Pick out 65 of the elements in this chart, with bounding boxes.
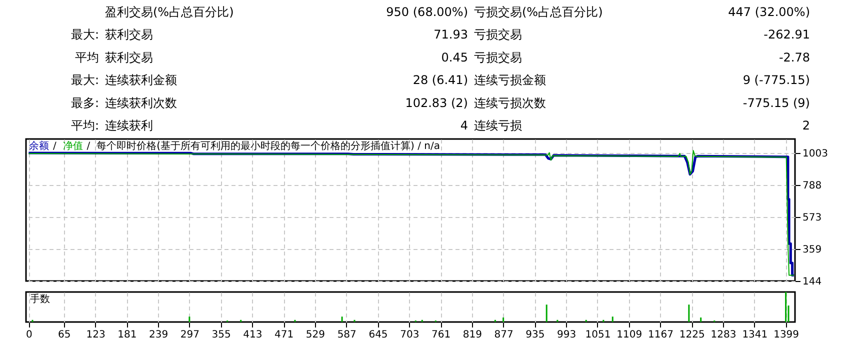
x-tick-label: 819 xyxy=(462,330,482,340)
x-tick-label: 761 xyxy=(431,330,451,340)
x-tick-label: 413 xyxy=(243,330,262,340)
text: 获利交易 xyxy=(105,50,153,64)
y-tick-label: 788 xyxy=(802,180,822,192)
x-tick-label: 645 xyxy=(368,330,388,340)
x-tick-label: 587 xyxy=(337,330,356,340)
text: 447 (32.00%) xyxy=(728,5,810,19)
series-label: 余额 xyxy=(29,140,49,152)
y-axis-title: 手数 xyxy=(30,293,50,305)
x-tick-label: 123 xyxy=(86,330,106,340)
text: 最多: xyxy=(70,96,99,110)
y-tick-label: 1003 xyxy=(802,148,828,160)
text: 盈利交易(%占总百分比) xyxy=(105,5,234,19)
x-tick-label: 0 xyxy=(26,330,32,340)
text: 平均: xyxy=(70,118,99,132)
text: 28 (6.41) xyxy=(412,73,468,88)
x-tick-label: 993 xyxy=(557,330,576,340)
text: 连续获利 xyxy=(105,118,153,132)
x-tick-label: 1283 xyxy=(710,330,736,340)
text: 连续亏损金额 xyxy=(474,73,546,88)
text: -2.78 xyxy=(778,50,810,64)
x-tick-label: 297 xyxy=(180,330,200,340)
text: -775.15 (9) xyxy=(742,96,810,110)
x-tick-label: 1341 xyxy=(742,330,768,340)
y-tick-label: 359 xyxy=(802,244,822,256)
annotation: / xyxy=(86,141,91,152)
text: 连续获利金额 xyxy=(105,73,177,88)
x-tick-label: 1225 xyxy=(679,330,705,340)
text: 最大: xyxy=(70,28,99,42)
text: 平均 xyxy=(75,50,99,64)
x-tick-label: 355 xyxy=(212,330,231,340)
text: 亏损交易(%占总百分比) xyxy=(474,5,603,19)
text: 亏损交易 xyxy=(474,50,522,64)
annotation: / xyxy=(53,141,57,152)
x-tick-label: 471 xyxy=(274,330,294,340)
text: 连续亏损次数 xyxy=(474,96,546,110)
y-tick-label: 573 xyxy=(802,212,822,224)
text: -262.91 xyxy=(764,28,810,42)
text: 4 xyxy=(460,118,468,132)
text: 亏损交易 xyxy=(474,28,522,42)
x-tick-label: 1399 xyxy=(774,330,800,340)
text: 获利交易 xyxy=(105,28,153,42)
x-tick-label: 703 xyxy=(400,330,420,340)
x-tick-label: 1051 xyxy=(585,330,611,340)
text: 9 (-775.15) xyxy=(742,73,810,88)
x-tick-label: 239 xyxy=(149,330,168,340)
x-tick-label: 529 xyxy=(306,330,326,340)
text: 950 (68.00%) xyxy=(386,5,468,19)
x-tick-label: 65 xyxy=(58,330,71,340)
x-tick-label: 1109 xyxy=(616,330,642,340)
x-tick-label: 181 xyxy=(118,330,137,340)
x-tick-label: 1167 xyxy=(648,330,674,340)
x-tick-label: 877 xyxy=(494,330,514,340)
text: 0.45 xyxy=(441,50,468,64)
text: 连续亏损 xyxy=(474,118,522,132)
series-label: 净值 xyxy=(62,140,83,152)
text: 102.83 (2) xyxy=(405,96,468,110)
chart-subtitle: 每个即时价格(基于所有可利用的最小时段的每一个价格的分形插值计算) / n/a xyxy=(96,140,440,152)
text: 2 xyxy=(802,118,810,132)
text: 最大: xyxy=(70,73,99,88)
text: 71.93 xyxy=(434,28,468,42)
text: 连续获利次数 xyxy=(105,96,177,110)
x-tick-label: 935 xyxy=(526,330,545,340)
y-tick-label: 144 xyxy=(802,276,822,288)
